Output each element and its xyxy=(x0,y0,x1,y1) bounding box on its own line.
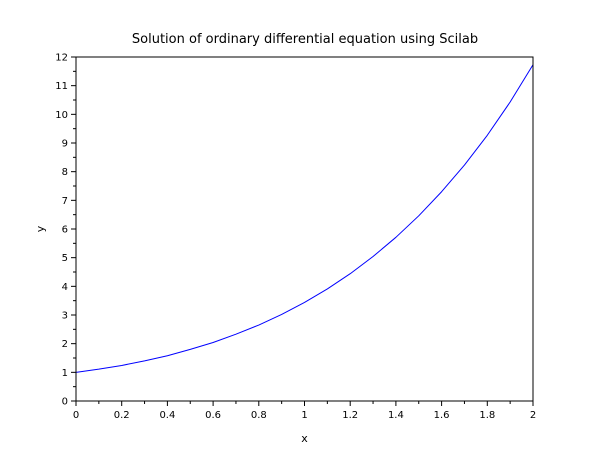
y-tick-label: 9 xyxy=(62,139,68,150)
series-line xyxy=(75,64,534,373)
x-tick-label: 0 xyxy=(73,410,79,421)
y-tick-label: 8 xyxy=(62,167,68,178)
x-tick-label: 1.2 xyxy=(342,410,358,421)
x-tick-label: 0.2 xyxy=(114,410,130,421)
x-tick-label: 0.4 xyxy=(159,410,175,421)
x-tick-label: 2 xyxy=(530,410,536,421)
x-tick-label: 1 xyxy=(301,410,307,421)
y-tick-label: 12 xyxy=(55,53,68,64)
y-axis-label: y xyxy=(34,225,47,232)
x-tick-label: 1.8 xyxy=(479,410,495,421)
y-tick-label: 1 xyxy=(62,368,68,379)
y-tick-label: 4 xyxy=(62,282,68,293)
x-tick-label: 0.8 xyxy=(251,410,267,421)
x-tick-label: 0.6 xyxy=(205,410,221,421)
plot-layer xyxy=(75,64,534,373)
y-tick-label: 0 xyxy=(62,397,68,408)
y-tick-label: 10 xyxy=(55,110,68,121)
tick-layer: 0 0.2 0.4 0.6 0.8 1 1.2 1.4 1.6 1.8 20123456789101… xyxy=(55,53,536,422)
chart-title: Solution of ordinary differential equati… xyxy=(132,32,478,47)
y-tick-label: 3 xyxy=(62,311,68,322)
x-tick-label: 1.4 xyxy=(388,410,404,421)
y-tick-label: 5 xyxy=(62,253,68,264)
y-tick-label: 11 xyxy=(55,81,68,92)
y-tick-label: 7 xyxy=(62,196,68,207)
x-tick-label: 1.6 xyxy=(434,410,450,421)
x-axis-label: x xyxy=(301,432,308,445)
plot-frame xyxy=(75,56,534,402)
y-tick-label: 2 xyxy=(62,339,68,350)
y-tick-label: 6 xyxy=(62,225,68,236)
